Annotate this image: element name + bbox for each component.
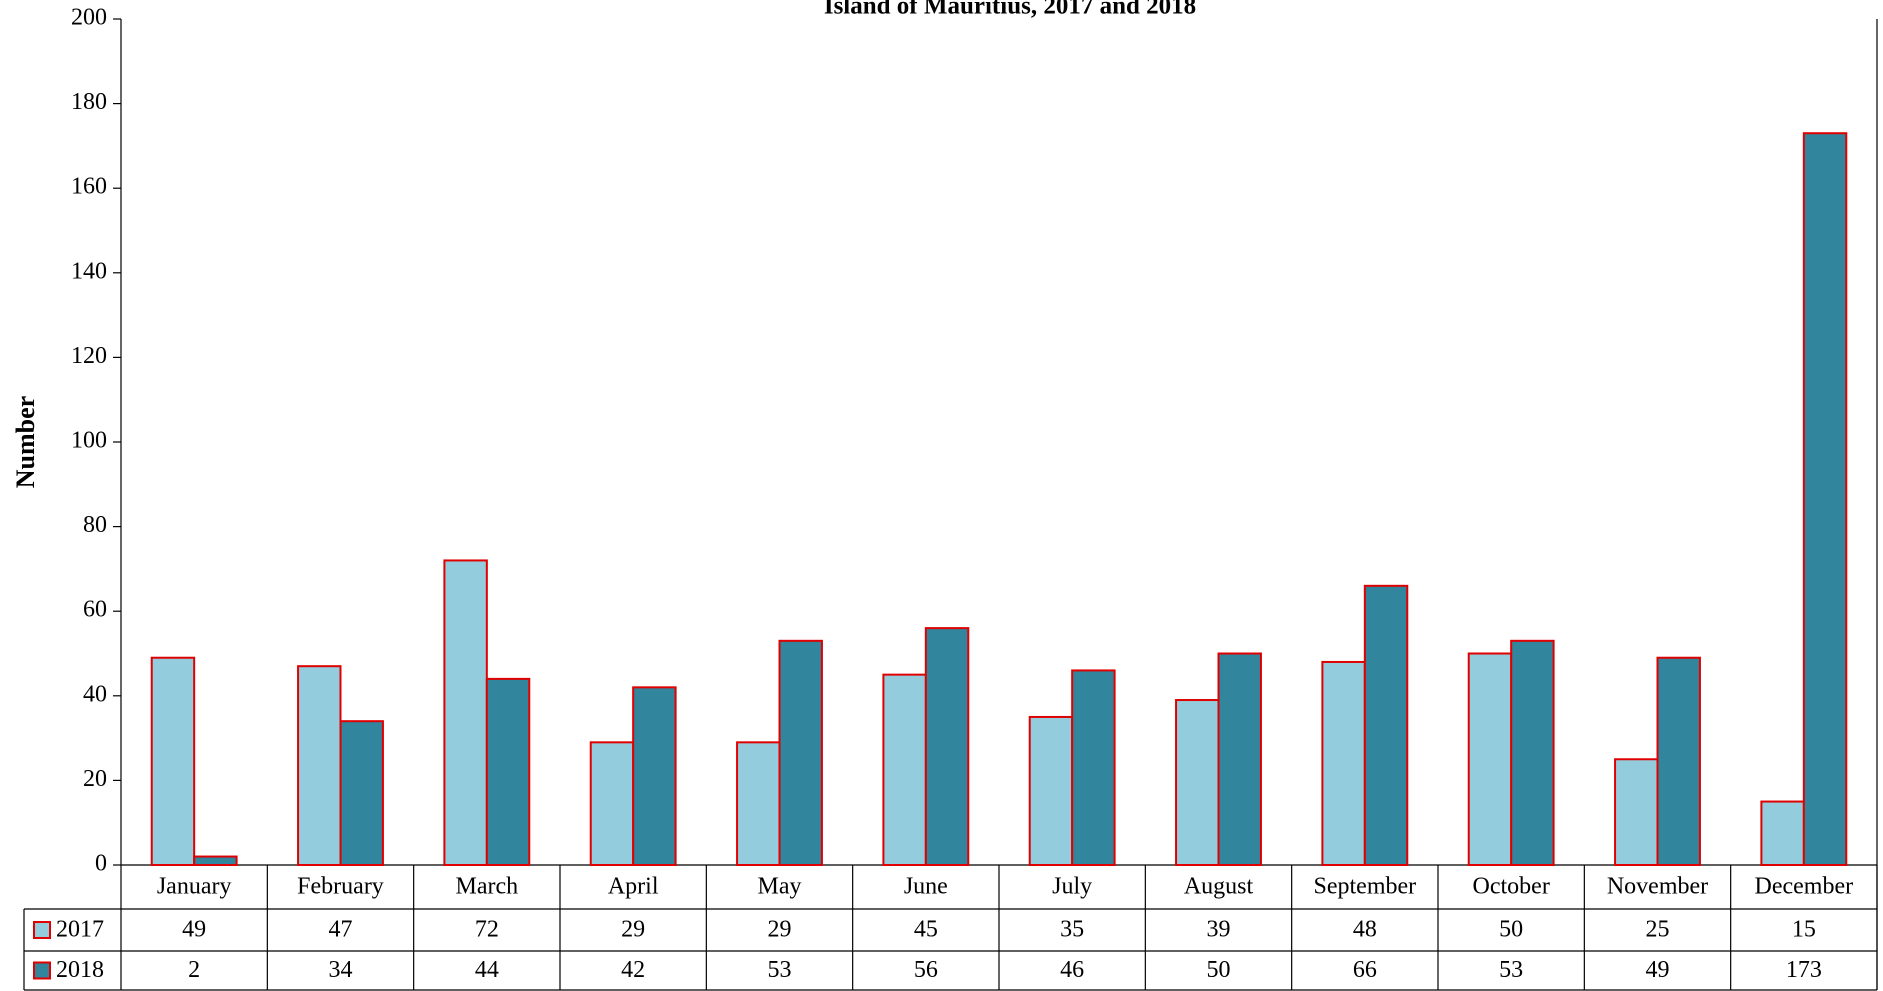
table-value: 66 bbox=[1353, 957, 1377, 983]
x-tick-label: December bbox=[1755, 874, 1854, 900]
y-tick-label: 0 bbox=[95, 851, 107, 877]
table-value: 50 bbox=[1207, 957, 1231, 983]
legend-label: 2017 bbox=[56, 917, 104, 943]
table-value: 2 bbox=[188, 957, 200, 983]
y-tick-label: 180 bbox=[71, 89, 107, 115]
table-value: 49 bbox=[182, 917, 206, 943]
bar bbox=[1363, 584, 1409, 866]
bar bbox=[339, 720, 384, 866]
table-value: 34 bbox=[329, 957, 353, 983]
legend-label: 2018 bbox=[56, 957, 104, 983]
bar bbox=[924, 627, 970, 866]
y-tick-label: 120 bbox=[71, 343, 107, 369]
x-tick-label: November bbox=[1607, 874, 1708, 900]
x-tick-label: July bbox=[1052, 874, 1092, 900]
x-tick-label: October bbox=[1473, 874, 1550, 900]
bar bbox=[1175, 699, 1220, 867]
legend-swatch bbox=[33, 921, 51, 939]
legend-swatch bbox=[33, 961, 51, 980]
table-value: 53 bbox=[768, 957, 792, 983]
table-value: 35 bbox=[1060, 917, 1084, 943]
y-tick-label: 160 bbox=[71, 174, 107, 200]
table-value: 42 bbox=[621, 957, 645, 983]
bar bbox=[1071, 669, 1116, 866]
bar bbox=[1028, 715, 1074, 867]
table-value: 39 bbox=[1207, 917, 1231, 943]
y-tick-label: 100 bbox=[71, 428, 107, 454]
bar bbox=[150, 656, 196, 866]
bar bbox=[632, 686, 677, 867]
bar bbox=[778, 639, 823, 866]
bar bbox=[1217, 652, 1262, 866]
bar bbox=[485, 677, 531, 866]
bar bbox=[1467, 652, 1513, 866]
bar bbox=[443, 559, 488, 866]
table-value: 47 bbox=[329, 917, 353, 943]
y-tick-label: 60 bbox=[83, 597, 107, 623]
table-value: 173 bbox=[1786, 957, 1822, 983]
y-tick-label: 80 bbox=[83, 512, 107, 538]
table-value: 49 bbox=[1646, 957, 1670, 983]
table-value: 25 bbox=[1646, 917, 1670, 943]
table-value: 48 bbox=[1353, 917, 1377, 943]
bar bbox=[1321, 660, 1366, 867]
x-tick-label: May bbox=[758, 874, 802, 900]
y-axis-label: Number bbox=[11, 396, 40, 488]
table-value: 44 bbox=[475, 957, 499, 983]
y-tick-label: 200 bbox=[71, 5, 107, 31]
table-value: 45 bbox=[914, 917, 938, 943]
bar bbox=[1656, 656, 1701, 866]
x-tick-label: August bbox=[1184, 874, 1254, 900]
bar bbox=[193, 855, 238, 866]
table-value: 29 bbox=[768, 917, 792, 943]
table-value: 50 bbox=[1499, 917, 1523, 943]
bar bbox=[1760, 800, 1805, 866]
x-tick-label: April bbox=[608, 874, 659, 900]
x-tick-label: March bbox=[456, 874, 519, 900]
bar bbox=[882, 673, 927, 867]
bar bbox=[1802, 132, 1848, 866]
y-tick-label: 140 bbox=[71, 258, 107, 284]
bar bbox=[589, 741, 635, 867]
x-tick-label: January bbox=[157, 874, 232, 900]
x-tick-label: June bbox=[904, 874, 948, 900]
x-tick-label: September bbox=[1314, 874, 1417, 900]
table-value: 15 bbox=[1792, 917, 1816, 943]
bar bbox=[736, 741, 781, 867]
table-value: 46 bbox=[1060, 957, 1084, 983]
bar bbox=[297, 665, 342, 866]
table-value: 56 bbox=[914, 957, 938, 983]
y-tick-label: 20 bbox=[83, 766, 107, 792]
x-tick-label: February bbox=[297, 874, 384, 900]
table-value: 53 bbox=[1499, 957, 1523, 983]
bar bbox=[1510, 639, 1555, 866]
bar bbox=[1614, 758, 1659, 866]
table-value: 29 bbox=[621, 917, 645, 943]
table-value: 72 bbox=[475, 917, 499, 943]
chart-title: Island of Mauritius, 2017 and 2018 bbox=[824, 0, 1196, 20]
y-tick-label: 40 bbox=[83, 681, 107, 707]
